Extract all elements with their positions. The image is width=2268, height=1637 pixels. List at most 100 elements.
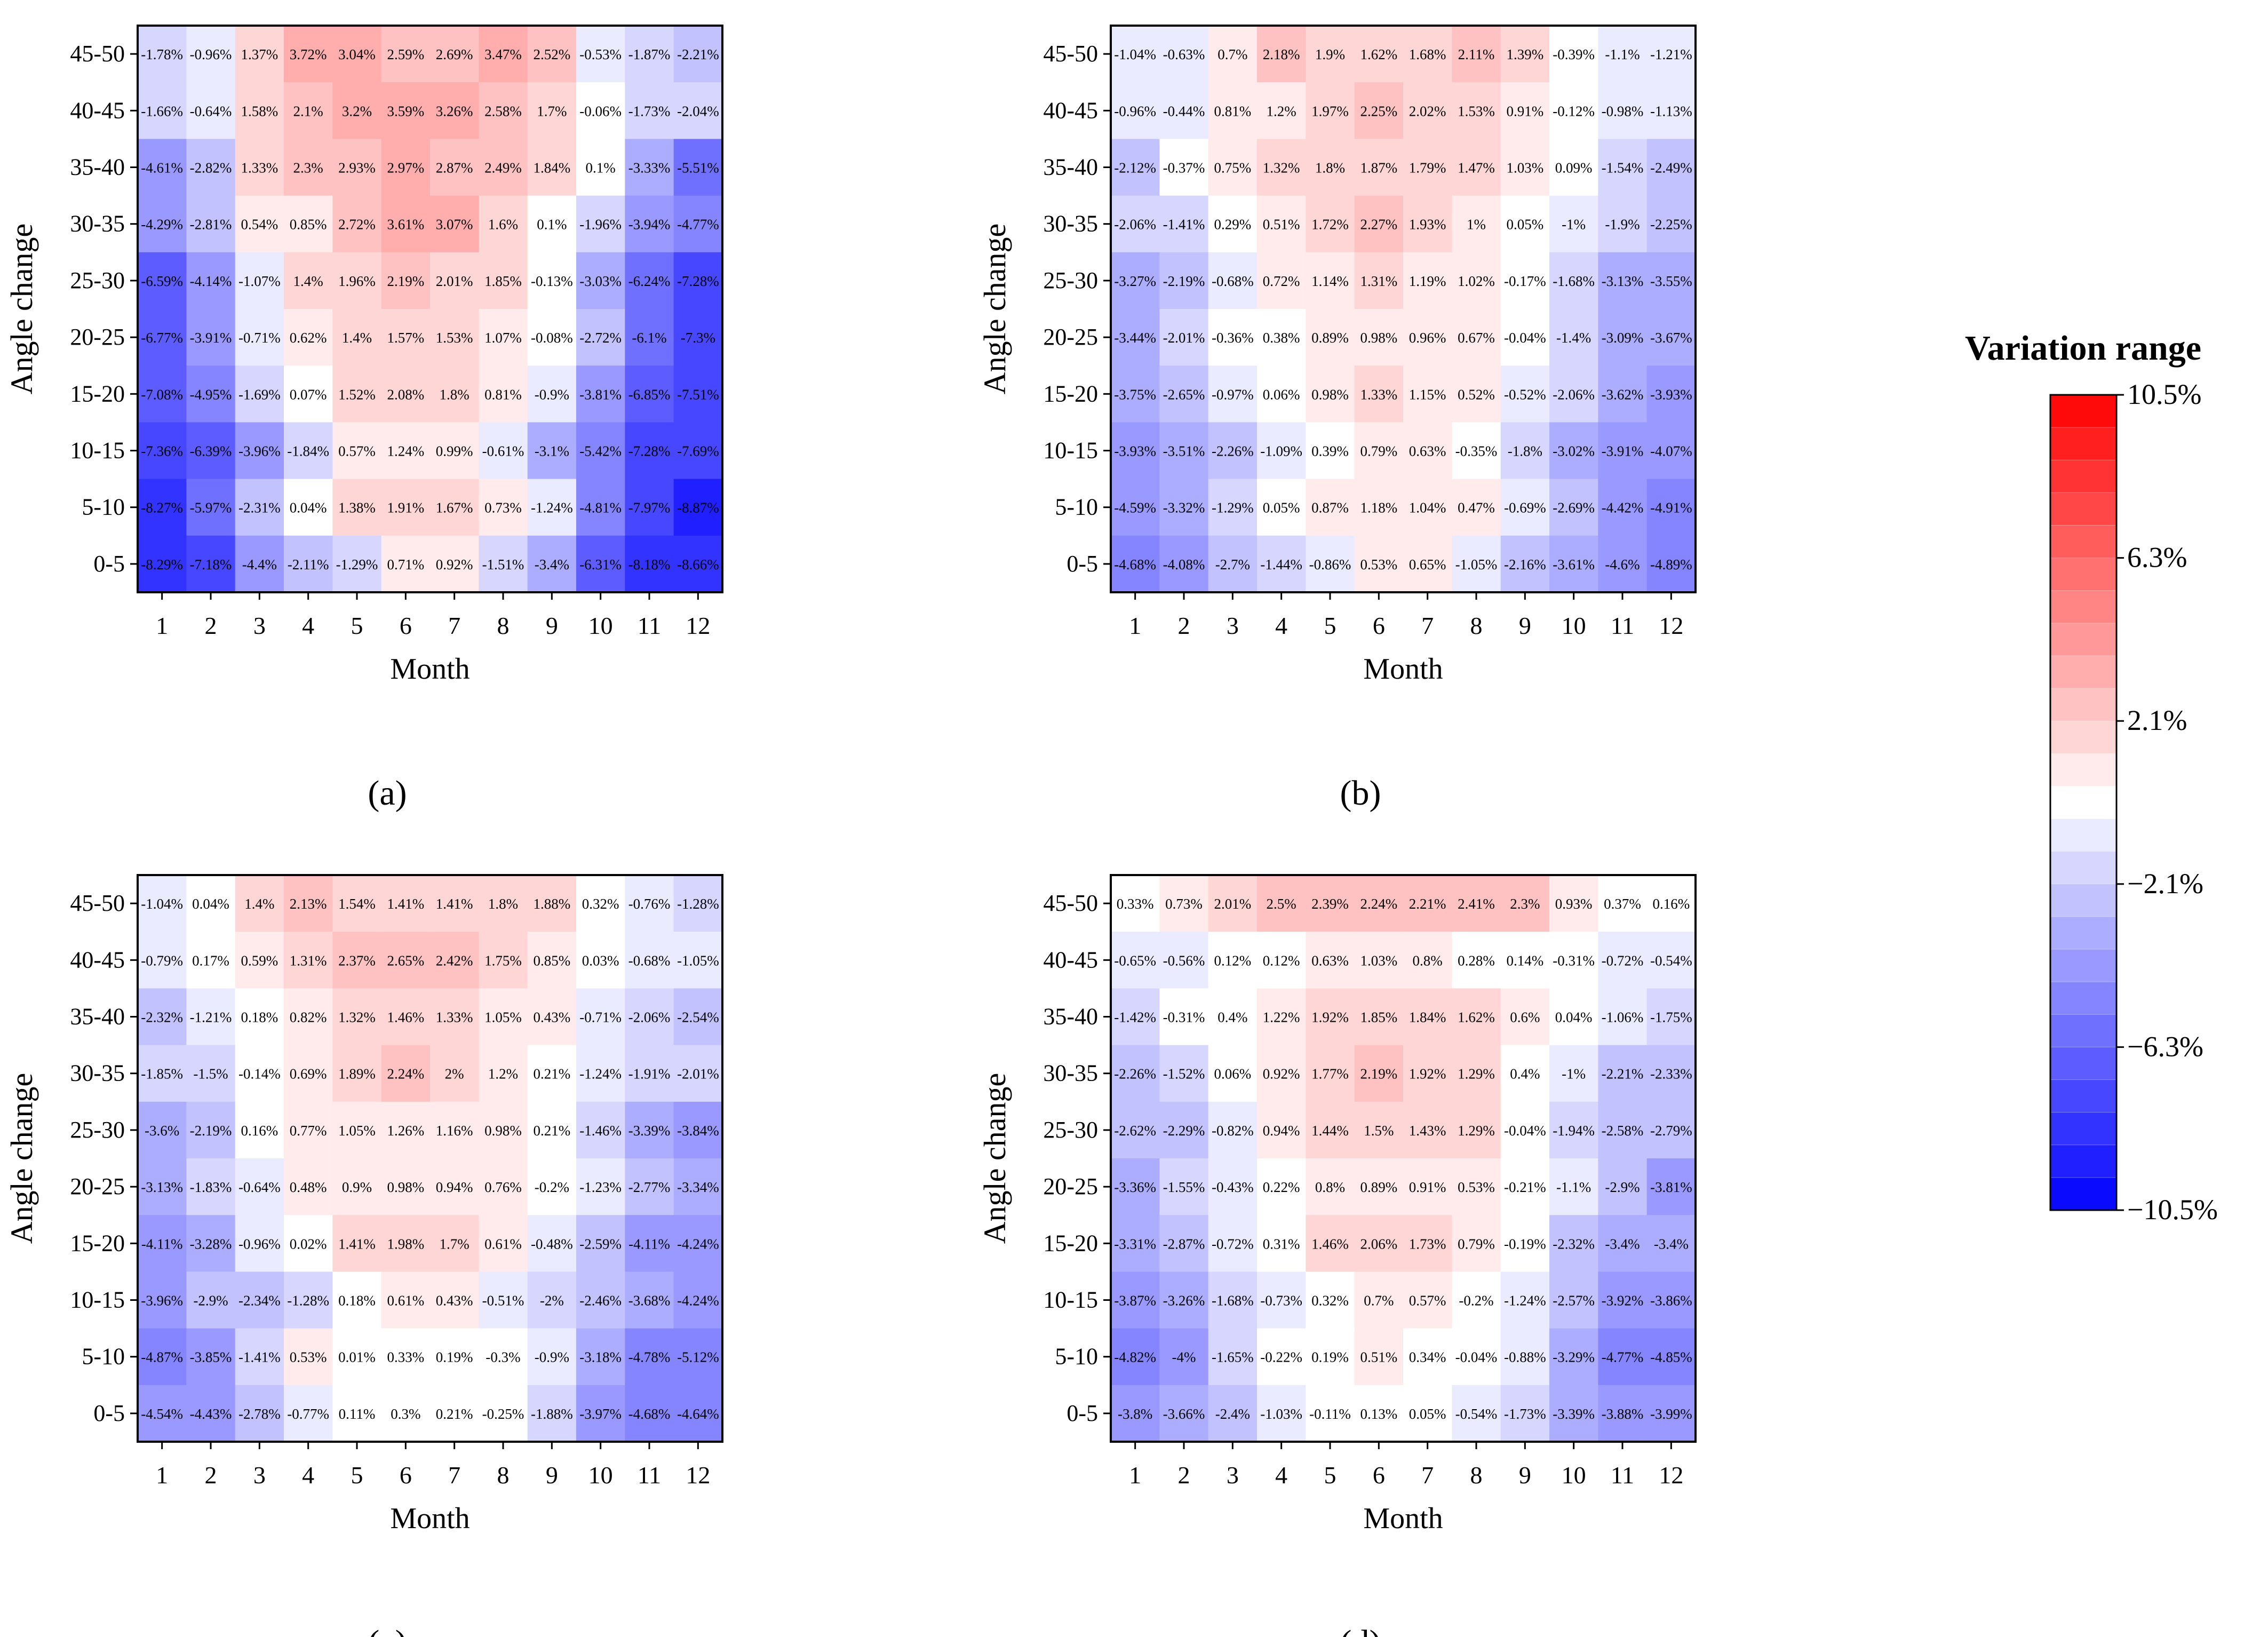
colorbar-segment	[2050, 590, 2116, 624]
heatmap-cell	[1549, 1158, 1598, 1215]
cell-value-label: -2.77%	[628, 1179, 671, 1195]
heatmap-cell	[1208, 1158, 1258, 1215]
heatmap-cell	[1452, 1328, 1501, 1386]
y-tick-label: 20-25	[1043, 324, 1098, 350]
y-axis-title: Angle change	[977, 1073, 1012, 1244]
heatmap-cell	[138, 932, 187, 989]
x-tick-label: 6	[400, 612, 412, 639]
heatmap-cell	[138, 1045, 187, 1102]
heatmap-cell	[235, 1101, 284, 1159]
cell-value-label: -3.91%	[1602, 443, 1644, 459]
heatmap-cell	[381, 1328, 431, 1386]
plot-frame	[1110, 874, 1697, 1443]
cell-value-label: 0.18%	[338, 1293, 376, 1309]
cell-value-label: 0.09%	[1555, 160, 1593, 176]
cell-value-label: 1.32%	[1263, 160, 1300, 176]
cell-value-label: 1.84%	[533, 160, 570, 176]
heatmap-cell	[1452, 479, 1501, 536]
heatmap-cell	[576, 1272, 625, 1329]
cell-value-label: -6.39%	[190, 443, 232, 459]
cell-value-label: 1.7%	[537, 103, 567, 119]
heatmap-cell	[1354, 195, 1404, 253]
colorbar-segment	[2050, 851, 2116, 885]
heatmap-cell	[1403, 309, 1452, 366]
heatmap-cell	[527, 309, 577, 366]
cell-value-label: -0.04%	[1504, 330, 1546, 346]
heatmap-cell	[673, 1101, 723, 1159]
cell-value-label: -0.13%	[531, 273, 573, 289]
cell-value-label: -8.29%	[141, 557, 183, 573]
heatmap-cell	[1159, 1215, 1209, 1272]
heatmap-cell	[1257, 1045, 1306, 1102]
cell-value-label: -1.68%	[1212, 1293, 1254, 1309]
cell-value-label: 1.32%	[338, 1010, 376, 1026]
cell-value-label: 1.6%	[488, 217, 518, 233]
heatmap-cell	[1646, 479, 1696, 536]
heatmap-cell	[381, 875, 431, 932]
x-tick-label: 11	[638, 1461, 661, 1489]
cell-value-label: 1.46%	[387, 1010, 424, 1026]
heatmap-cell	[1452, 422, 1501, 480]
x-tick-label: 5	[351, 1461, 363, 1489]
cell-value-label: 0.98%	[1311, 386, 1349, 402]
cell-value-label: -0.17%	[1504, 273, 1546, 289]
cell-value-label: -8.87%	[677, 500, 719, 516]
y-tick-label: 20-25	[70, 1173, 125, 1199]
heatmap-cell	[1598, 1045, 1648, 1102]
heatmap-cell	[1598, 1158, 1648, 1215]
cell-value-label: 0.38%	[1263, 330, 1300, 346]
heatmap-cell	[1646, 1272, 1696, 1329]
cell-value-label: 0.17%	[192, 952, 229, 968]
cell-value-label: -2.29%	[1163, 1123, 1205, 1139]
heatmap-cell	[1354, 1272, 1404, 1329]
cell-value-label: 1.92%	[1311, 1010, 1349, 1026]
heatmap-cell	[332, 1272, 382, 1329]
cell-value-label: -3.32%	[1163, 500, 1205, 516]
cell-value-label: -1.09%	[1260, 443, 1302, 459]
heatmap-cell	[235, 139, 284, 196]
cell-value-label: -2.11%	[288, 557, 329, 573]
cell-value-label: -1.1%	[1556, 1179, 1591, 1195]
cell-value-label: -4.77%	[1602, 1349, 1644, 1365]
heatmap-cell	[1354, 26, 1404, 83]
heatmap-cell	[576, 195, 625, 253]
cell-value-label: -1.55%	[1163, 1179, 1205, 1195]
cell-value-label: -4.82%	[1114, 1349, 1156, 1365]
cell-value-label: -1.24%	[579, 1066, 622, 1082]
cell-value-label: 0.63%	[1311, 952, 1349, 968]
cell-value-label: 0.33%	[1117, 896, 1154, 912]
cell-value-label: -1.87%	[628, 46, 671, 62]
heatmap-cell	[673, 26, 723, 83]
cell-value-label: 2.72%	[338, 217, 376, 233]
heatmap-cell	[1500, 365, 1550, 423]
x-tick-label: 10	[588, 612, 613, 639]
cell-value-label: 2.97%	[387, 160, 424, 176]
heatmap-cell	[673, 82, 723, 139]
cell-value-label: 0.01%	[338, 1349, 376, 1365]
cell-value-label: -1.44%	[1260, 557, 1302, 573]
heatmap-cell	[284, 1272, 333, 1329]
cell-value-label: -4.78%	[628, 1349, 671, 1365]
cell-value-label: 0.8%	[1315, 1179, 1345, 1195]
heatmap-cell	[284, 535, 333, 593]
y-tick-label: 25-30	[70, 267, 125, 293]
cell-value-label: -1.29%	[1212, 500, 1254, 516]
y-tick-label: 30-35	[70, 1060, 125, 1086]
heatmap-cell	[1257, 1101, 1306, 1159]
cell-value-label: -1.96%	[579, 217, 622, 233]
heatmap-cell	[527, 1215, 577, 1272]
heatmap-cell	[1500, 1385, 1550, 1442]
cell-value-label: 0.43%	[533, 1010, 570, 1026]
heatmap-cell	[1452, 1215, 1501, 1272]
heatmap-cell	[479, 1158, 528, 1215]
cell-value-label: -4.43%	[190, 1406, 232, 1422]
cell-value-label: 1.31%	[290, 952, 327, 968]
heatmap-cell	[1111, 1272, 1160, 1329]
cell-value-label: -2.9%	[193, 1293, 228, 1309]
cell-value-label: -4.68%	[1114, 557, 1156, 573]
cell-value-label: -2.32%	[141, 1010, 183, 1026]
heatmap-cell	[1646, 195, 1696, 253]
heatmap-cell	[235, 875, 284, 932]
cell-value-label: -2.06%	[1553, 386, 1595, 402]
cell-value-label: -1.05%	[677, 952, 719, 968]
